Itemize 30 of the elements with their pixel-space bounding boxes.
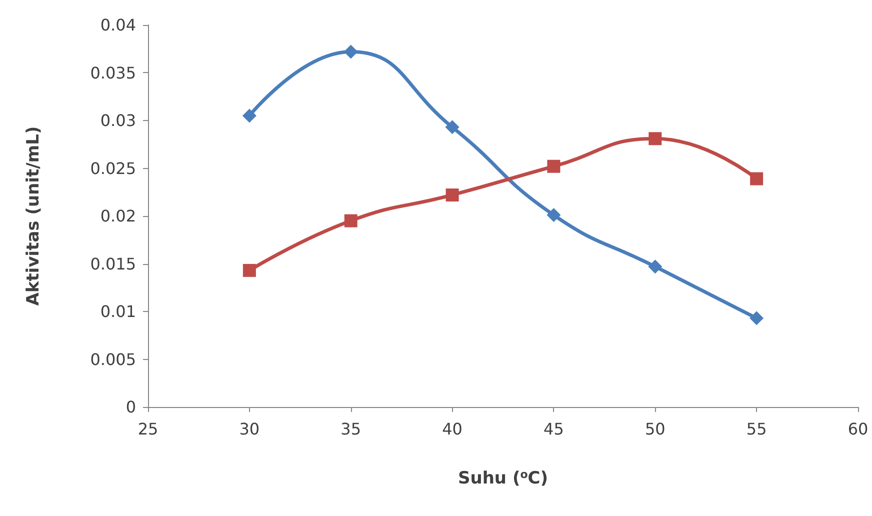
y-tick-label: 0.005 bbox=[90, 350, 136, 369]
x-tick-label: 35 bbox=[340, 420, 362, 438]
y-tick-label: 0.025 bbox=[90, 158, 136, 178]
point bbox=[648, 260, 662, 274]
x-tick-label: 60 bbox=[848, 420, 868, 438]
y-tick-label: 0.035 bbox=[90, 63, 136, 82]
y-tick-label: 0.02 bbox=[100, 206, 136, 226]
y-tick-label: 0.03 bbox=[100, 111, 136, 130]
point bbox=[344, 214, 358, 228]
point bbox=[546, 208, 561, 222]
x-tick-label: 30 bbox=[239, 420, 260, 438]
x-tick-label: 50 bbox=[644, 420, 666, 438]
point bbox=[242, 264, 256, 277]
y-tick-label: 0.015 bbox=[90, 254, 136, 274]
point bbox=[750, 311, 764, 326]
point bbox=[547, 160, 560, 173]
y-axis-title: Aktivitas (unit/mL) bbox=[24, 126, 44, 306]
point bbox=[445, 120, 460, 134]
point bbox=[648, 132, 662, 146]
y-tick-label: 0.01 bbox=[100, 302, 136, 321]
point bbox=[344, 44, 358, 59]
point bbox=[750, 172, 764, 186]
point bbox=[242, 108, 256, 123]
y-tick-label: 0.04 bbox=[100, 16, 136, 34]
y-tick-label: 0 bbox=[126, 398, 136, 416]
x-tick-label: 25 bbox=[138, 420, 158, 438]
point bbox=[446, 188, 459, 202]
x-tick-label: 40 bbox=[442, 420, 462, 438]
x-tick-label: 55 bbox=[746, 420, 767, 438]
x-tick-label: 45 bbox=[544, 420, 564, 438]
